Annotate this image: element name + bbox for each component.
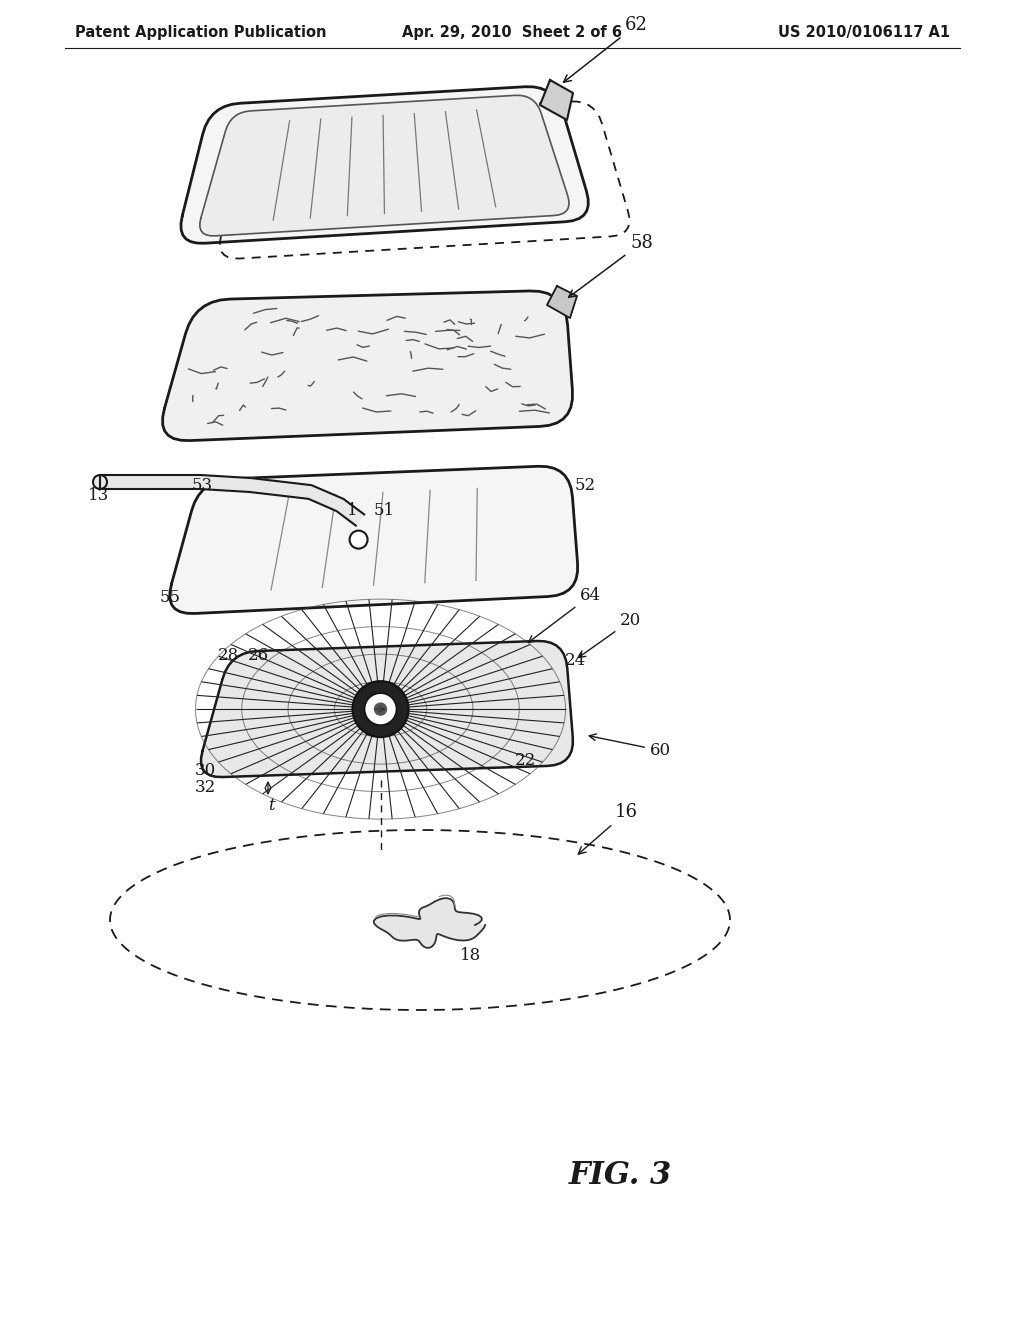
Polygon shape (547, 286, 577, 318)
Circle shape (375, 704, 386, 715)
Text: 16: 16 (579, 803, 638, 854)
Text: 18: 18 (460, 946, 481, 964)
Text: 22: 22 (515, 752, 537, 770)
Text: 51: 51 (374, 502, 394, 519)
Text: 26: 26 (248, 647, 269, 664)
Polygon shape (163, 290, 572, 441)
Text: 60: 60 (589, 734, 671, 759)
Text: 24: 24 (565, 652, 587, 669)
Text: Patent Application Publication: Patent Application Publication (75, 25, 327, 40)
Text: Apr. 29, 2010  Sheet 2 of 6: Apr. 29, 2010 Sheet 2 of 6 (402, 25, 622, 40)
Circle shape (352, 681, 409, 737)
Polygon shape (170, 466, 578, 614)
Polygon shape (181, 87, 588, 243)
Text: 53: 53 (193, 477, 213, 494)
Text: 52: 52 (575, 477, 596, 494)
Polygon shape (374, 898, 485, 948)
Text: 58: 58 (568, 234, 653, 297)
Polygon shape (200, 95, 569, 236)
Polygon shape (100, 475, 365, 525)
Text: 62: 62 (563, 16, 648, 82)
Text: 32: 32 (195, 779, 216, 796)
Text: 30: 30 (195, 762, 216, 779)
Circle shape (365, 693, 396, 725)
Text: 28: 28 (218, 647, 240, 664)
Circle shape (93, 475, 106, 488)
Text: US 2010/0106117 A1: US 2010/0106117 A1 (778, 25, 950, 40)
Polygon shape (201, 642, 572, 777)
Text: 13: 13 (88, 487, 110, 504)
Text: 1: 1 (346, 502, 357, 519)
Circle shape (349, 531, 368, 549)
Polygon shape (540, 81, 573, 120)
Text: FIG. 3: FIG. 3 (568, 1159, 672, 1191)
Text: 64: 64 (528, 587, 601, 643)
Text: 55: 55 (160, 589, 181, 606)
Text: 20: 20 (579, 612, 641, 657)
Text: t: t (268, 797, 274, 814)
